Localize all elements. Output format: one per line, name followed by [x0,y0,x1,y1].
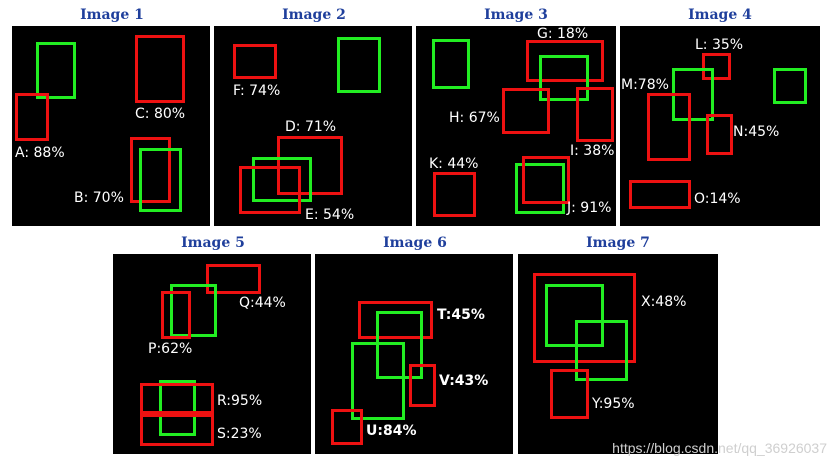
ground-truth-box [252,157,312,202]
label-x: X:48% [641,294,687,310]
label-m: M:78% [621,77,669,93]
panel-title-4: Image 4 [688,7,752,23]
detection-box-q [206,264,261,294]
detection-box-n [706,114,733,155]
detection-box-o [629,180,691,209]
ground-truth-box [575,320,628,381]
image-panel-5: Q:44% P:62% R:95% S:23% [113,254,311,454]
label-v: V:43% [439,373,489,389]
ground-truth-box [139,148,182,212]
panel-title-7: Image 7 [586,235,650,251]
detection-box-i [576,87,614,142]
label-r: R:95% [217,393,263,409]
label-l: L: 35% [695,37,744,53]
label-p: P:62% [148,341,193,357]
ground-truth-box [539,55,589,101]
image-panel-7: X:48% Y:95% [518,254,718,454]
detection-box-m [647,93,691,161]
label-u: U:84% [366,423,417,439]
label-b: B: 70% [74,190,124,206]
image-panel-6: T:45% V:43% U:84% [315,254,513,454]
label-h: H: 67% [449,110,500,126]
panel-title-5: Image 5 [181,235,245,251]
detection-box-b [130,137,171,203]
label-s: S:23% [217,426,262,442]
detection-box-x [533,273,636,363]
label-k: K: 44% [429,156,479,172]
detection-box-g [526,40,604,82]
detection-box-r [140,383,214,414]
label-d: D: 71% [285,119,337,135]
ground-truth-box [159,380,196,436]
ground-truth-box [515,163,565,214]
label-i: I: 38% [570,143,615,159]
panel-title-3: Image 3 [484,7,548,23]
detection-box-a [15,93,49,141]
ground-truth-box [36,42,76,99]
ground-truth-box [773,68,807,104]
image-panel-2: F: 74% D: 71% E: 54% [214,26,412,226]
label-g: G: 18% [537,26,589,42]
detection-box-l [702,53,731,80]
label-t: T:45% [437,307,485,323]
panel-title-1: Image 1 [80,7,144,23]
image-panel-1: C: 80% A: 88% B: 70% [12,26,210,226]
detection-box-u [331,409,363,445]
ground-truth-box [376,311,423,379]
watermark-url: https://blog.csdn.net/qq_36926037 [612,440,827,456]
detection-box-j [522,156,570,204]
detection-box-p [161,291,191,339]
label-n: N:45% [733,124,780,140]
detection-box-f [233,44,277,79]
ground-truth-box [337,37,381,93]
label-j: J: 91% [567,200,612,216]
panel-title-6: Image 6 [383,235,447,251]
label-q: Q:44% [239,295,286,311]
label-y: Y:95% [592,396,635,412]
label-c: C: 80% [135,106,186,122]
ground-truth-box [545,284,604,347]
ground-truth-box [170,284,217,337]
detection-box-k [433,172,476,217]
image-panel-3: G: 18% H: 67% I: 38% K: 44% J: 91% [416,26,616,226]
detection-box-y [550,369,589,419]
ground-truth-box [432,39,470,89]
label-e: E: 54% [305,207,355,223]
panel-title-2: Image 2 [282,7,346,23]
detection-box-t [358,301,433,339]
detection-box-v [409,364,436,407]
ground-truth-box [351,342,405,420]
label-a: A: 88% [15,145,65,161]
detection-box-s [140,414,214,446]
detection-box-e [239,166,301,214]
detection-box-h [502,88,550,134]
label-f: F: 74% [233,83,281,99]
image-panel-4: L: 35% M:78% N:45% O:14% [620,26,820,226]
label-o: O:14% [694,191,741,207]
detection-box-c [135,35,185,103]
